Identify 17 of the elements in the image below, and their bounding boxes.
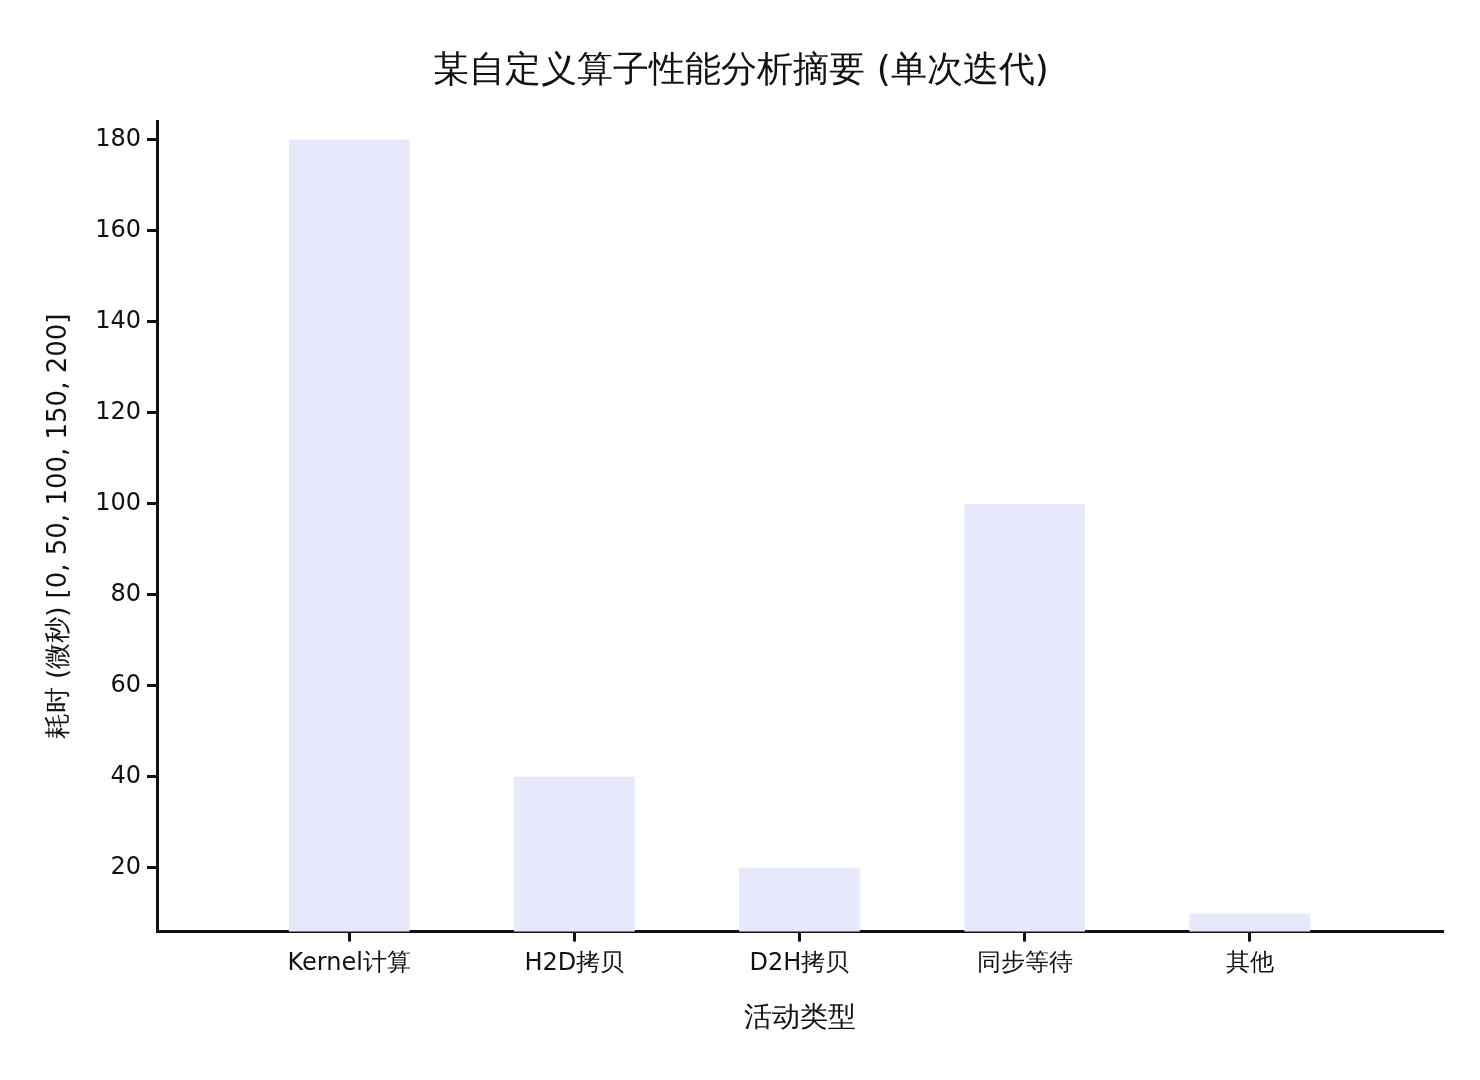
y-tick-label: 100	[95, 487, 142, 516]
y-tick-label: 140	[95, 305, 142, 334]
x-tick-label: 其他	[1225, 948, 1274, 977]
x-tick-label: H2D拷贝	[524, 948, 625, 977]
y-tick-label: 60	[110, 669, 142, 698]
y-tick-label: 40	[110, 761, 142, 790]
y-tick-label: 80	[110, 578, 142, 607]
y-tick-label: 160	[95, 214, 142, 243]
y-axis-title: 耗时 (微秒) [0, 50, 100, 150, 200]	[42, 313, 73, 740]
y-tick-label: 20	[110, 852, 142, 881]
x-tick-label: 同步等待	[976, 948, 1073, 977]
y-tick-label: 180	[95, 123, 142, 152]
x-tick-label: Kernel计算	[287, 948, 411, 977]
y-tick-label: 120	[95, 396, 142, 425]
chart-title: 某自定义算子性能分析摘要 (单次迭代)	[433, 47, 1049, 89]
x-tick-label: D2H拷贝	[749, 948, 850, 977]
x-axis-title: 活动类型	[743, 1000, 856, 1034]
